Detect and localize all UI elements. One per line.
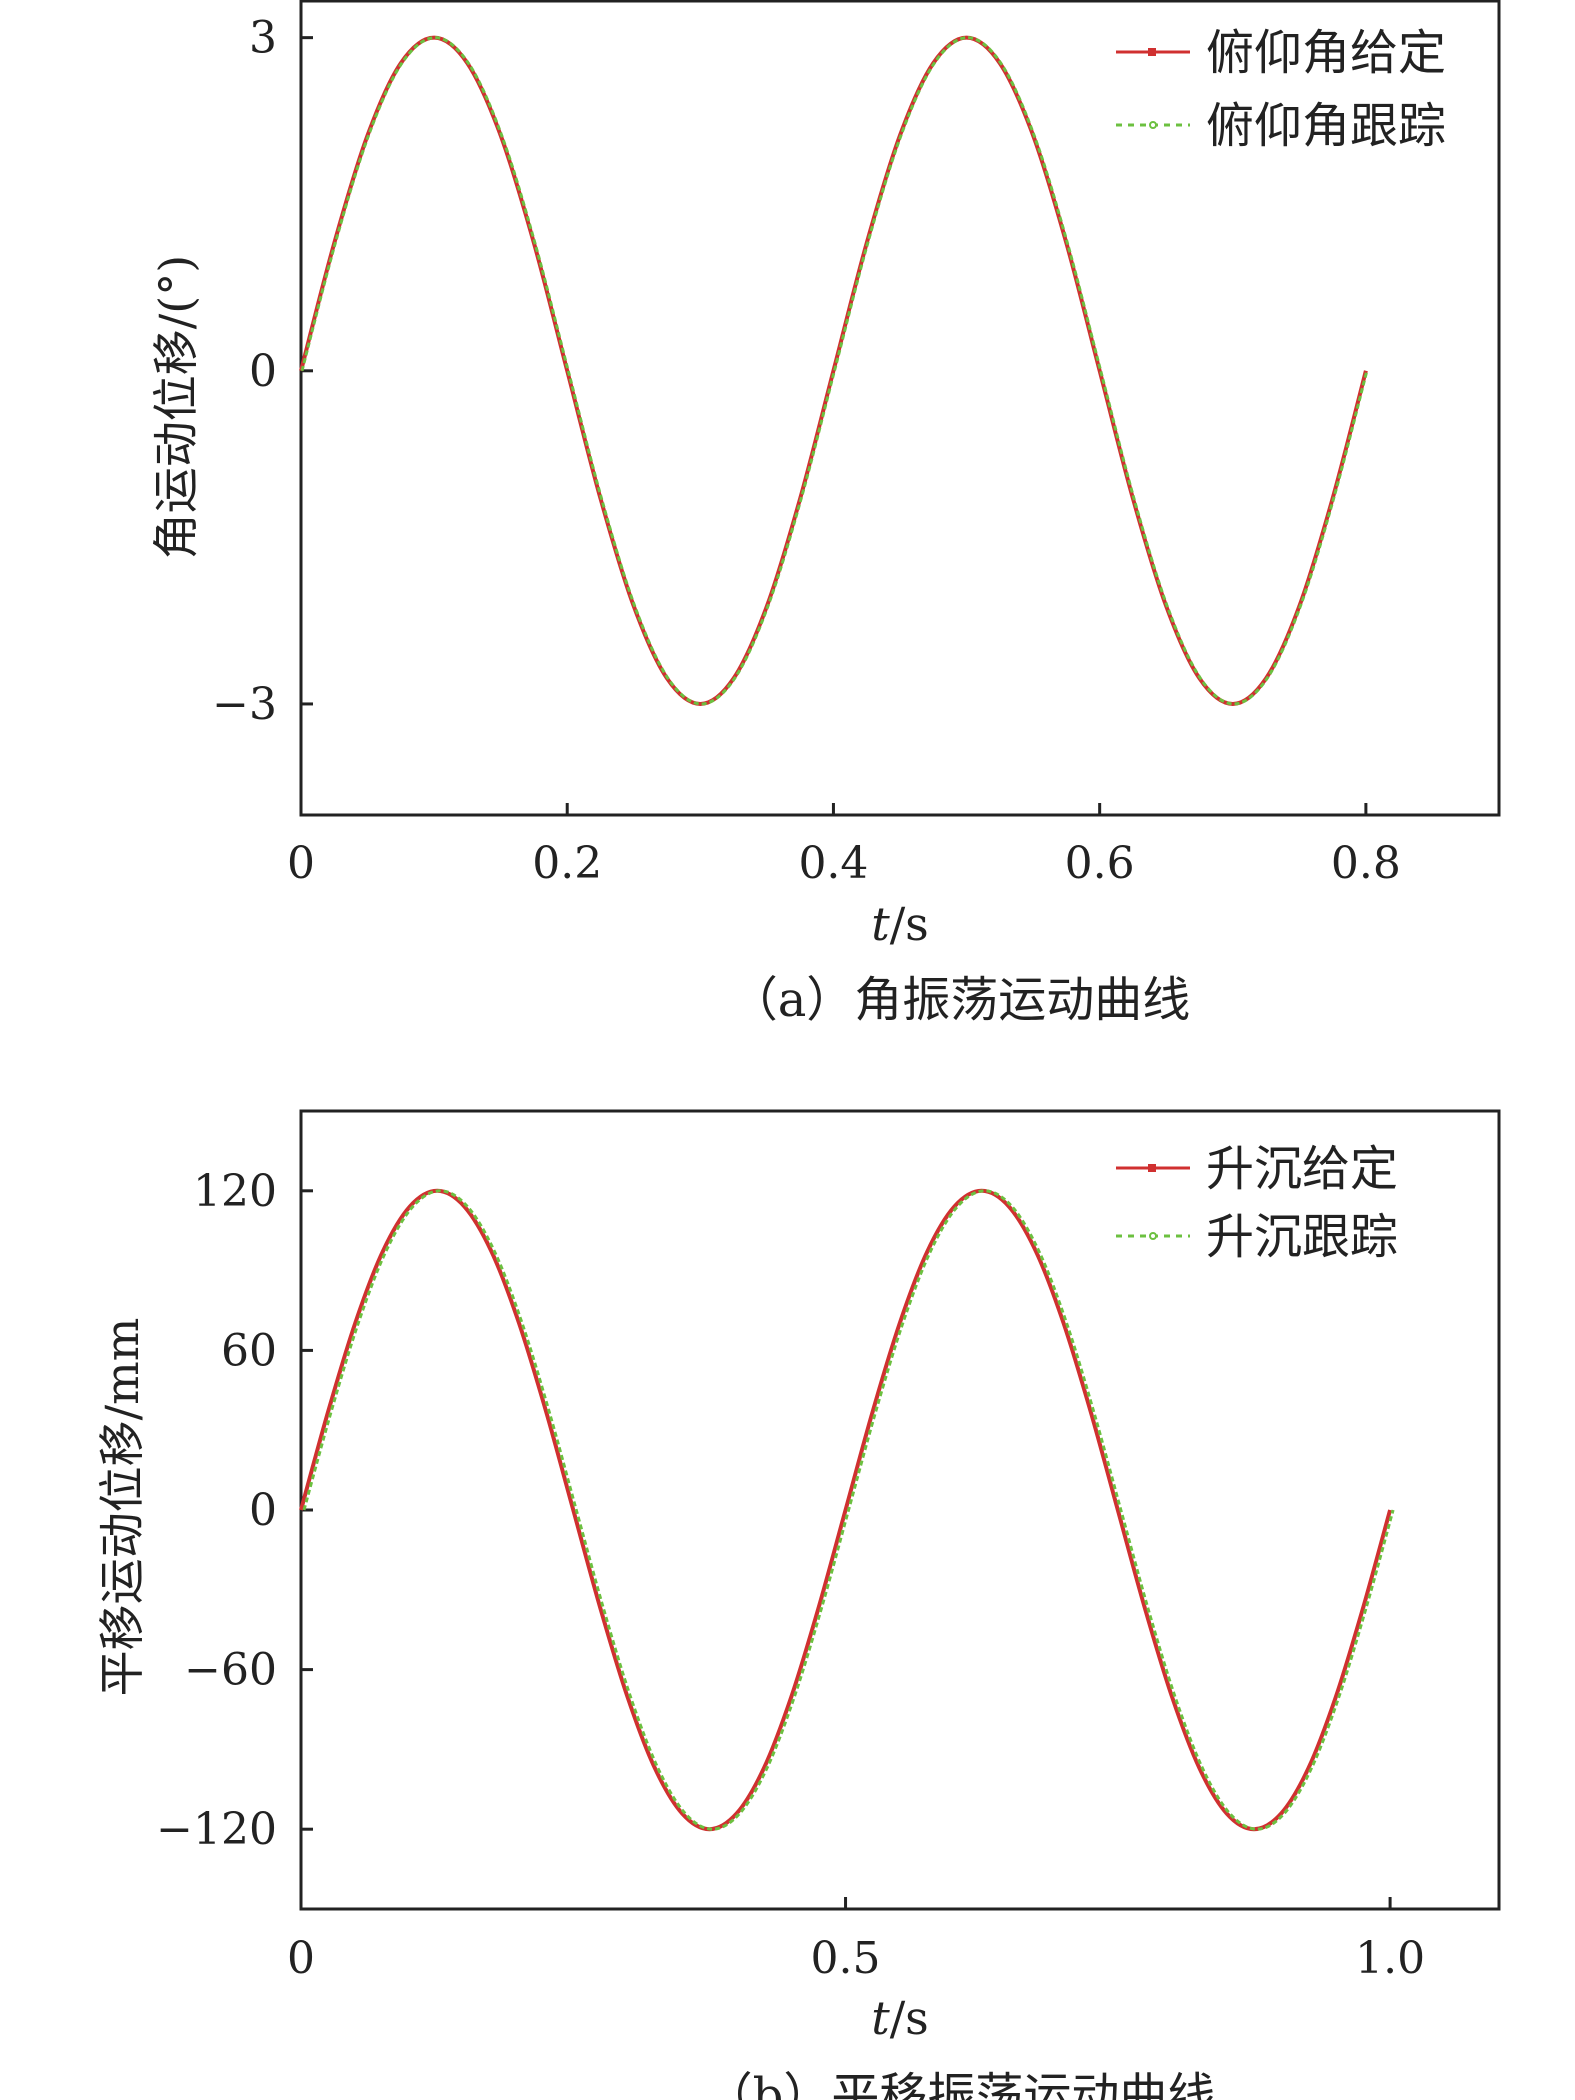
y-tick-label: 120 [193, 1166, 277, 1217]
legend-label-2: 俯仰角跟踪 [1206, 98, 1446, 154]
x-axis-var: t [871, 897, 890, 951]
legend-marker-circle [1149, 121, 1157, 129]
y-tick-label: 3 [249, 13, 277, 64]
chart-caption: （b）平移振荡运动曲线 [705, 2068, 1216, 2100]
y-tick-label: 0 [249, 346, 277, 397]
plot-frame [299, 0, 1501, 817]
y-axis-label: 角运动位移/(°) [149, 255, 203, 559]
y-tick-label: −120 [156, 1804, 277, 1855]
x-tick-label: 0.2 [532, 838, 602, 889]
legend-marker-square [1148, 48, 1156, 56]
y-axis-label: 平移运动位移/mm [95, 1318, 149, 1697]
legend-label-1: 俯仰角给定 [1206, 25, 1446, 81]
x-axis-unit: /s [890, 1991, 929, 2045]
series-line-1 [299, 1188, 1393, 1832]
x-axis-label: t/s [871, 1991, 929, 2045]
x-axis-var: t [871, 1991, 890, 2045]
y-tick-label: 0 [249, 1485, 277, 1536]
x-axis-label: t/s [871, 897, 929, 951]
legend-marker-circle [1149, 1232, 1157, 1240]
x-tick-label: 0.6 [1065, 838, 1135, 889]
legend-marker-square [1148, 1164, 1156, 1172]
x-tick-label: 0 [287, 838, 315, 889]
y-tick-label: 60 [221, 1325, 277, 1376]
x-tick-label: 1.0 [1355, 1933, 1425, 1984]
chart-a: 角运动位移/(°) t/s （a）角振荡运动曲线 0 0.2 0.4 0.6 0.8 3 0… [149, 0, 1501, 1028]
series-line-2 [302, 1189, 1395, 1831]
x-tick-label: 0 [287, 1933, 315, 1984]
y-tick-label: −60 [184, 1645, 277, 1696]
legend-label-1: 升沉给定 [1206, 1141, 1398, 1197]
y-tick-label: −3 [212, 679, 277, 730]
series-line-2 [300, 36, 1369, 706]
x-tick-label: 0.5 [811, 1933, 881, 1984]
x-tick-label: 0.4 [798, 838, 868, 889]
x-axis-unit: /s [890, 897, 929, 951]
chart-caption: （a）角振荡运动曲线 [730, 972, 1191, 1028]
x-tick-label: 0.8 [1331, 838, 1401, 889]
legend-label-2: 升沉跟踪 [1206, 1209, 1398, 1265]
chart-b: 平移运动位移/mm t/s （b）平移振荡运动曲线 0 0.5 1.0 120 60 0 −… [95, 1109, 1501, 2100]
